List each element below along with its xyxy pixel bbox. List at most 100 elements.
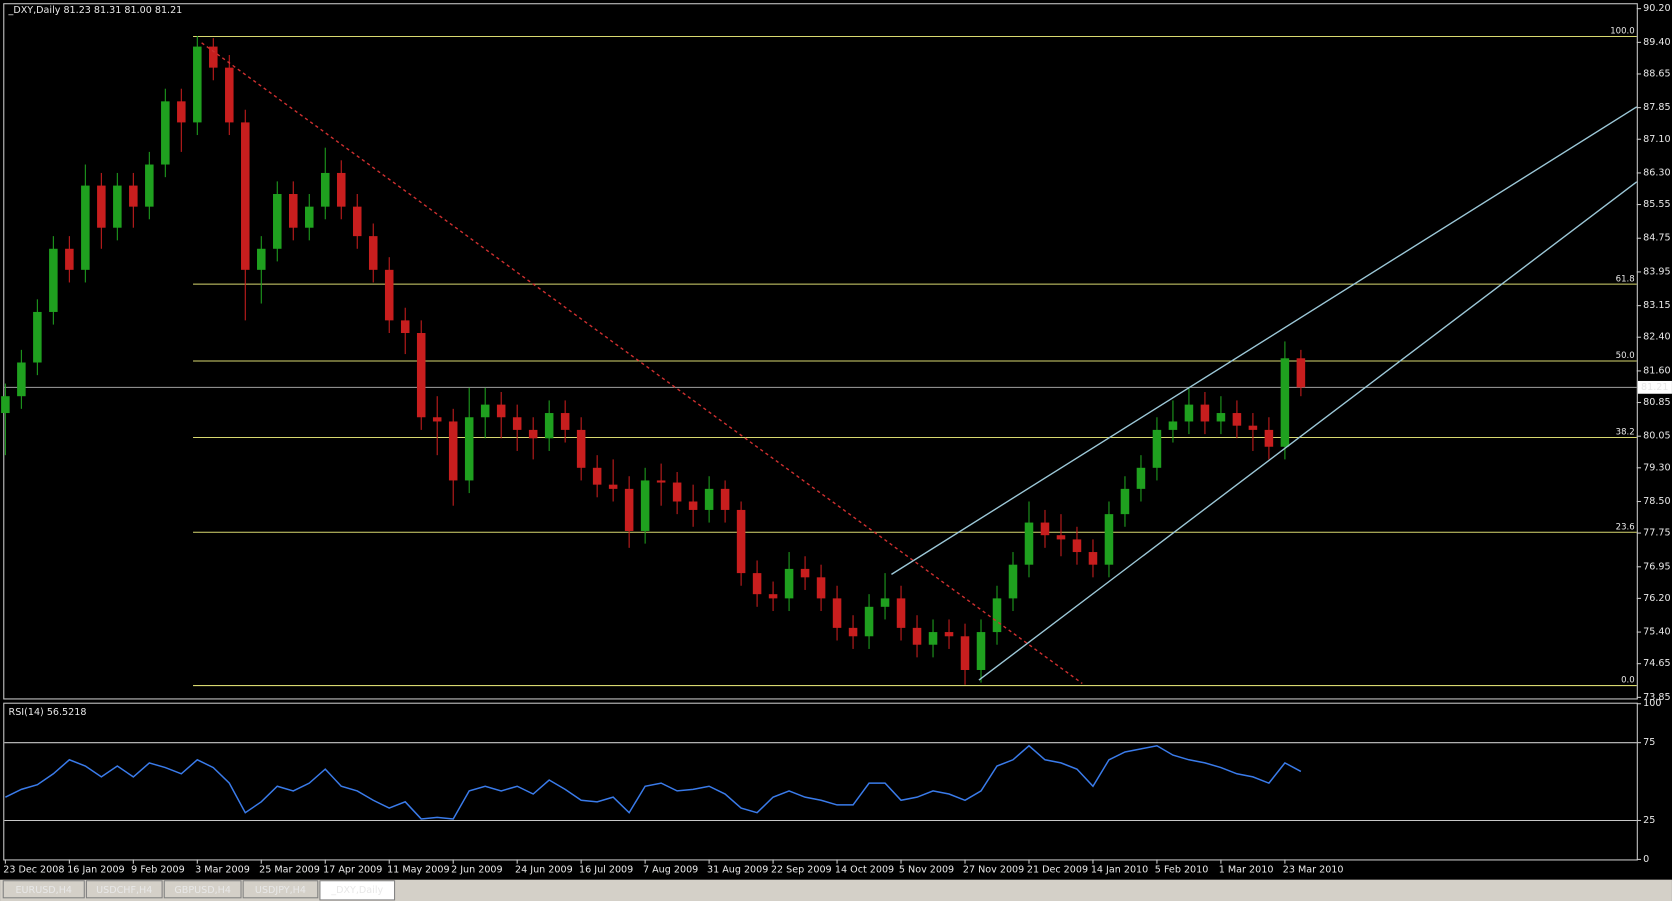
candle-body xyxy=(304,206,314,228)
y-tick-label: 82.40 xyxy=(1643,332,1670,343)
candle-body xyxy=(688,501,698,510)
x-tick-label: 24 Jun 2009 xyxy=(515,865,573,876)
candle-body xyxy=(225,67,234,123)
candle-body xyxy=(33,311,42,363)
trendline xyxy=(891,106,1638,575)
candle-body xyxy=(177,101,186,123)
candle-body xyxy=(1280,358,1290,447)
x-tick-label: 9 Feb 2009 xyxy=(131,865,185,876)
candle-body xyxy=(528,429,538,439)
candle-body xyxy=(928,632,938,645)
candle-body xyxy=(1168,421,1178,430)
x-tick-label: 22 Sep 2009 xyxy=(771,865,832,876)
fib-label: 50.0 xyxy=(1616,351,1635,361)
candle-body xyxy=(1248,425,1258,430)
x-tick-label: 1 Mar 2010 xyxy=(1219,865,1274,876)
tab[interactable] xyxy=(242,880,319,899)
x-tick-label: 11 May 2009 xyxy=(387,865,449,876)
tab[interactable] xyxy=(163,880,242,899)
candle-body xyxy=(161,101,170,165)
candle-body xyxy=(656,480,666,483)
trendline xyxy=(978,181,1638,681)
candle-body xyxy=(448,421,458,481)
candle-body xyxy=(193,46,202,123)
y-tick-label: 88.65 xyxy=(1643,68,1670,79)
fib-label: 23.6 xyxy=(1616,522,1635,532)
y-tick-label: 80.05 xyxy=(1643,431,1670,442)
tab[interactable] xyxy=(2,880,85,899)
y-tick-label: 0 xyxy=(1643,854,1649,865)
y-tick-label: 100 xyxy=(1643,698,1661,709)
y-tick-label: 83.95 xyxy=(1643,266,1670,277)
candle-body xyxy=(113,185,122,228)
candle-body xyxy=(81,185,90,270)
candle-body xyxy=(1136,467,1146,489)
x-tick-label: 17 Apr 2009 xyxy=(323,865,382,876)
y-tick-label: 86.30 xyxy=(1643,167,1670,178)
tab-label[interactable]: _DXY,Daily xyxy=(330,885,383,896)
y-tick-label: 78.50 xyxy=(1643,496,1670,507)
candle-body xyxy=(960,636,970,670)
candle-body xyxy=(1200,404,1210,422)
y-tick-label: 73.85 xyxy=(1643,692,1670,703)
rsi-title: RSI(14) 56.5218 xyxy=(9,707,87,718)
candle-body xyxy=(896,598,906,628)
x-tick-label: 14 Oct 2009 xyxy=(835,865,894,876)
x-tick-label: 23 Dec 2008 xyxy=(3,865,64,876)
y-tick-label: 76.95 xyxy=(1643,561,1670,572)
candle-body xyxy=(512,417,522,430)
candle-body xyxy=(1088,552,1098,565)
candle-body xyxy=(832,598,842,628)
candle-body xyxy=(289,194,298,228)
main-frame xyxy=(3,3,1638,700)
candle-body xyxy=(209,46,218,68)
candle-body xyxy=(129,185,138,207)
candle-body xyxy=(384,269,394,321)
candle-body xyxy=(1264,429,1274,447)
y-tick-label: 77.75 xyxy=(1643,528,1670,539)
x-tick-label: 27 Nov 2009 xyxy=(963,865,1024,876)
candle-body xyxy=(560,413,570,430)
candle-body xyxy=(241,122,250,270)
x-tick-label: 14 Jan 2010 xyxy=(1091,865,1148,876)
candle-body xyxy=(816,577,826,599)
candle-body xyxy=(944,632,954,637)
y-tick-label: 83.15 xyxy=(1643,300,1670,311)
y-tick-label: 84.75 xyxy=(1643,233,1670,244)
candle-body xyxy=(273,194,282,249)
candle-body xyxy=(1072,539,1082,553)
candle-body xyxy=(320,172,330,207)
tab-label[interactable]: GBPUSD,H4 xyxy=(174,885,231,896)
candle-body xyxy=(416,333,426,418)
y-tick-label: 81.60 xyxy=(1643,365,1670,376)
tab[interactable] xyxy=(85,880,163,899)
x-tick-label: 16 Jan 2009 xyxy=(67,865,124,876)
y-tick-label: 75.40 xyxy=(1643,627,1670,638)
candle-body xyxy=(480,404,490,418)
candle-body xyxy=(736,509,746,574)
x-tick-label: 3 Mar 2009 xyxy=(195,865,250,876)
y-tick-label: 75 xyxy=(1643,737,1655,748)
candle-body xyxy=(640,480,650,531)
tab[interactable] xyxy=(319,880,396,901)
candle-body xyxy=(576,429,586,468)
tab-label[interactable]: USDJPY,H4 xyxy=(255,885,306,896)
candle-body xyxy=(65,248,74,270)
candle-body xyxy=(496,404,506,418)
y-tick-label: 25 xyxy=(1643,815,1655,826)
tab-label[interactable]: EURUSD,H4 xyxy=(15,885,72,896)
candle-body xyxy=(752,573,762,595)
candle-body xyxy=(1056,535,1066,540)
candle-body xyxy=(784,568,794,599)
tab-label[interactable]: USDCHF,H4 xyxy=(96,885,152,896)
candle-body xyxy=(592,467,602,485)
y-tick-label: 76.20 xyxy=(1643,593,1670,604)
x-tick-label: 16 Jul 2009 xyxy=(579,865,633,876)
y-tick-label: 90.20 xyxy=(1643,3,1670,14)
candle-body xyxy=(880,598,890,607)
candle-body xyxy=(368,236,378,270)
candle-body xyxy=(720,488,730,510)
x-tick-label: 21 Dec 2009 xyxy=(1027,865,1088,876)
candle-body xyxy=(1184,404,1194,422)
